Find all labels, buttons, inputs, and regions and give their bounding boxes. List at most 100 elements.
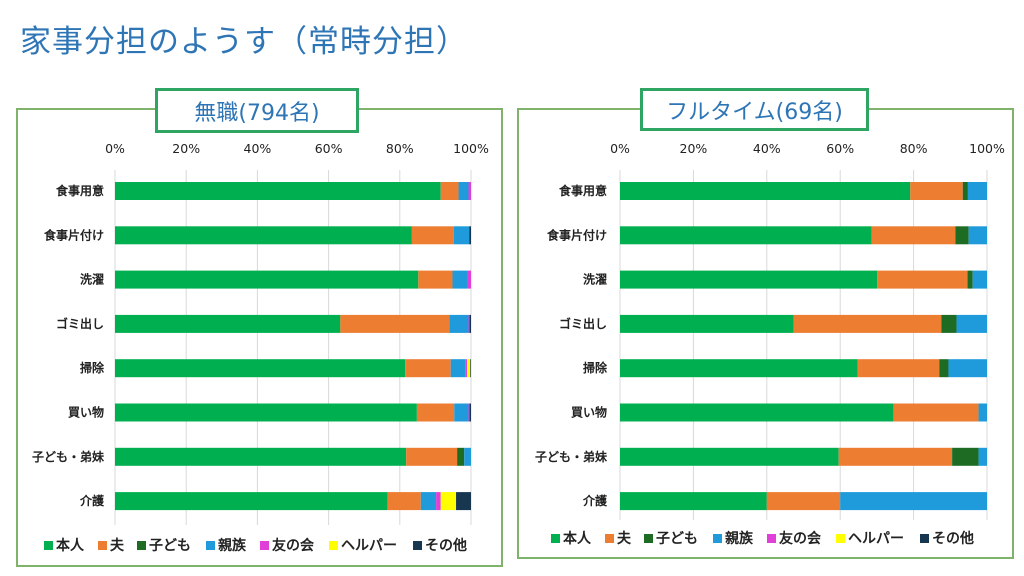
fulltime-x-tick-label: 80% xyxy=(900,141,928,156)
unemployed-legend-swatch xyxy=(137,541,146,550)
unemployed-bar-segment-ヘルパー xyxy=(440,492,457,511)
fulltime-category-label: 洗濯 xyxy=(583,272,607,287)
fulltime-bar-segment-子ども xyxy=(962,182,968,200)
fulltime-bar-segment-本人 xyxy=(620,403,894,422)
unemployed-bar-segment-友の会 xyxy=(465,359,468,378)
fulltime-bar-segment-親族 xyxy=(840,492,987,511)
fulltime-x-tick-label: 20% xyxy=(680,141,708,156)
unemployed-bar-segment-友の会 xyxy=(467,270,471,289)
unemployed-category-label: 食事片付け xyxy=(43,227,104,242)
fulltime-category-label: 子ども・弟妹 xyxy=(535,449,608,464)
unemployed-category-label: 洗濯 xyxy=(80,272,104,287)
unemployed-x-tick-label: 40% xyxy=(244,141,272,156)
fulltime-legend-swatch xyxy=(920,534,929,543)
fulltime-legend-swatch xyxy=(836,534,845,543)
unemployed-bar-segment-夫 xyxy=(340,314,450,333)
unemployed-legend-label: ヘルパー xyxy=(341,538,397,554)
fulltime-legend-label: その他 xyxy=(932,530,974,547)
unemployed-bar-segment-本人 xyxy=(115,314,341,333)
unemployed-x-tick-label: 20% xyxy=(172,141,200,156)
unemployed-bar-segment-その他 xyxy=(469,314,471,333)
fulltime-x-tick-label: 100% xyxy=(969,141,1005,156)
fulltime-bar-segment-夫 xyxy=(857,359,940,378)
fulltime-legend-swatch xyxy=(644,534,653,543)
fulltime-legend-swatch xyxy=(605,534,614,543)
fulltime-bar-segment-夫 xyxy=(766,492,841,511)
fulltime-bar-segment-親族 xyxy=(967,182,987,200)
unemployed-bar-segment-その他 xyxy=(469,226,471,245)
unemployed-x-tick-label: 100% xyxy=(453,141,489,156)
fulltime-x-tick-label: 40% xyxy=(753,141,781,156)
unemployed-bar-segment-その他 xyxy=(456,492,471,511)
chart-title-unemployed: 無職(794名) xyxy=(155,88,359,133)
fulltime-bar-segment-本人 xyxy=(620,182,911,200)
fulltime-bar-segment-子ども xyxy=(967,270,973,289)
fulltime-bar-segment-子ども xyxy=(952,447,979,466)
unemployed-bar-segment-本人 xyxy=(115,226,412,245)
fulltime-x-tick-label: 60% xyxy=(826,141,854,156)
fulltime-bar-segment-本人 xyxy=(620,492,767,511)
fulltime-bar-segment-夫 xyxy=(877,270,968,289)
unemployed-bar-segment-夫 xyxy=(411,226,454,245)
unemployed-legend-swatch xyxy=(260,541,269,550)
fulltime-bar-segment-親族 xyxy=(948,359,987,378)
fulltime-bar-segment-親族 xyxy=(978,403,987,422)
fulltime-legend-label: ヘルパー xyxy=(848,531,904,547)
fulltime-bar-segment-子ども xyxy=(939,359,949,378)
fulltime-category-label: 掃除 xyxy=(583,360,608,375)
unemployed-category-label: 子ども・弟妹 xyxy=(32,449,105,464)
unemployed-bar-segment-友の会 xyxy=(436,492,441,511)
fulltime-legend-label: 夫 xyxy=(617,530,632,547)
unemployed-bar-segment-本人 xyxy=(115,447,407,466)
fulltime-bar-segment-夫 xyxy=(910,182,963,200)
unemployed-category-label: 介護 xyxy=(79,493,105,508)
fulltime-bar-segment-夫 xyxy=(793,314,942,333)
fulltime-legend-label: 子ども xyxy=(656,531,698,547)
unemployed-bar-segment-親族 xyxy=(420,492,437,511)
unemployed-bar-segment-親族 xyxy=(454,403,469,422)
unemployed-category-label: 掃除 xyxy=(80,360,105,375)
fulltime-bar-segment-夫 xyxy=(871,226,956,245)
fulltime-bar-segment-夫 xyxy=(838,447,953,466)
unemployed-bar-segment-本人 xyxy=(115,492,388,511)
unemployed-bar-segment-夫 xyxy=(406,447,458,466)
unemployed-bar-segment-親族 xyxy=(452,270,468,289)
unemployed-legend-label: 親族 xyxy=(218,537,247,554)
fulltime-x-tick-label: 0% xyxy=(610,141,630,156)
unemployed-bar-segment-親族 xyxy=(464,447,471,466)
unemployed-bar-segment-本人 xyxy=(115,270,419,289)
unemployed-bar-segment-ヘルパー xyxy=(467,359,471,378)
unemployed-legend-swatch xyxy=(206,541,215,550)
fulltime-legend-swatch xyxy=(767,534,776,543)
unemployed-bar-segment-親族 xyxy=(453,226,470,245)
unemployed-bar-segment-本人 xyxy=(115,359,406,378)
unemployed-bar-segment-その他 xyxy=(469,403,471,422)
chart-title-fulltime: フルタイム(69名) xyxy=(640,88,869,131)
unemployed-bar-segment-友の会 xyxy=(468,314,470,333)
unemployed-bar-segment-夫 xyxy=(405,359,451,378)
fulltime-legend-label: 本人 xyxy=(563,530,592,547)
fulltime-bar-segment-本人 xyxy=(620,447,839,466)
fulltime-bar-segment-親族 xyxy=(978,447,987,466)
fulltime-bar-segment-親族 xyxy=(956,314,987,333)
fulltime-bar-segment-子ども xyxy=(955,226,969,245)
fulltime-bar-segment-夫 xyxy=(893,403,979,422)
fulltime-legend-swatch xyxy=(551,534,560,543)
unemployed-x-tick-label: 0% xyxy=(105,141,125,156)
unemployed-bar-segment-本人 xyxy=(115,182,441,200)
fulltime-category-label: 食事片付け xyxy=(546,227,607,242)
unemployed-category-label: 食事用意 xyxy=(55,183,104,198)
unemployed-bar-segment-夫 xyxy=(440,182,459,200)
unemployed-legend-swatch xyxy=(413,541,422,550)
unemployed-bar-segment-その他 xyxy=(470,359,471,378)
unemployed-category-label: 買い物 xyxy=(68,405,104,420)
unemployed-legend-swatch xyxy=(329,541,338,550)
unemployed-legend-swatch xyxy=(44,541,53,550)
unemployed-bar-segment-夫 xyxy=(416,403,455,422)
unemployed-legend-label: 夫 xyxy=(110,537,125,554)
unemployed-legend-swatch xyxy=(98,541,107,550)
fulltime-bar-segment-本人 xyxy=(620,314,794,333)
unemployed-legend-label: 友の会 xyxy=(272,537,315,554)
fulltime-legend-label: 親族 xyxy=(725,530,754,547)
